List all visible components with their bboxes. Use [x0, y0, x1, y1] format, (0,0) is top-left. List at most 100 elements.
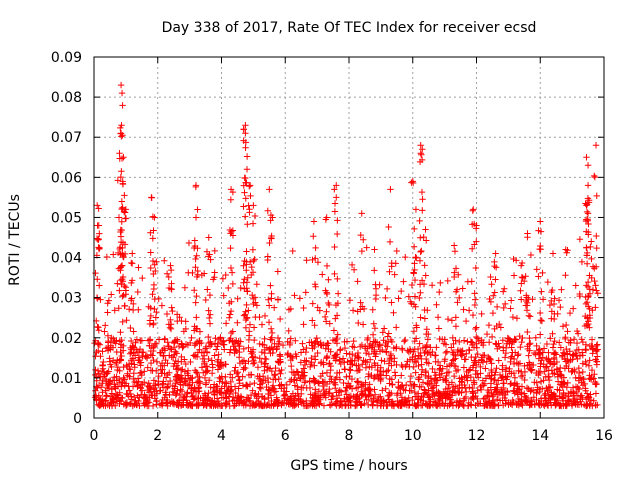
- data-point: [516, 400, 524, 408]
- chart-title: Day 338 of 2017, Rate Of TEC Index for r…: [162, 20, 537, 36]
- data-point: [491, 262, 498, 270]
- data-point: [527, 340, 534, 347]
- x-tick-label: 0: [90, 428, 99, 444]
- data-point: [176, 391, 184, 399]
- data-point: [418, 277, 426, 284]
- data-point: [467, 338, 475, 345]
- data-point: [551, 337, 558, 345]
- data-point: [188, 393, 196, 401]
- data-point: [274, 296, 282, 304]
- data-point: [119, 293, 126, 300]
- data-points: [91, 81, 601, 410]
- x-tick-label: 4: [217, 428, 226, 444]
- data-point: [99, 377, 106, 384]
- data-point: [211, 401, 218, 408]
- data-point: [530, 349, 538, 357]
- data-point: [460, 364, 468, 371]
- data-point: [584, 400, 591, 408]
- data-point: [469, 394, 476, 401]
- data-point: [341, 344, 349, 352]
- data-point: [573, 339, 581, 347]
- data-point: [120, 374, 127, 382]
- data-point: [132, 339, 139, 346]
- data-point: [433, 344, 440, 351]
- data-point: [165, 321, 173, 328]
- data-point: [583, 252, 591, 259]
- data-point: [162, 389, 169, 396]
- data-point: [202, 396, 209, 403]
- data-point: [184, 389, 191, 396]
- data-point: [372, 295, 380, 303]
- data-point: [332, 400, 339, 407]
- data-point: [196, 373, 203, 381]
- data-point: [408, 300, 415, 307]
- data-point: [196, 328, 204, 335]
- data-point: [589, 263, 597, 270]
- data-point: [302, 289, 309, 296]
- data-point: [271, 340, 278, 347]
- data-point: [385, 330, 392, 337]
- data-point: [508, 344, 515, 351]
- data-point: [524, 299, 531, 307]
- data-point: [293, 353, 300, 360]
- data-point: [411, 225, 418, 233]
- data-point: [251, 379, 258, 387]
- data-point: [124, 363, 131, 370]
- data-point: [251, 336, 258, 344]
- data-point: [271, 372, 278, 379]
- data-point: [181, 284, 189, 291]
- data-point: [455, 294, 463, 302]
- data-point: [133, 336, 141, 343]
- data-point: [117, 226, 124, 234]
- y-tick-label: 0.03: [51, 291, 82, 307]
- data-point: [456, 397, 464, 404]
- data-point: [412, 254, 419, 261]
- data-point: [392, 372, 399, 379]
- data-point: [436, 335, 443, 343]
- data-point: [375, 343, 382, 351]
- data-point: [160, 378, 167, 385]
- data-point: [153, 397, 160, 405]
- data-point: [545, 383, 552, 391]
- data-point: [166, 391, 173, 399]
- data-point: [193, 379, 201, 386]
- data-point: [557, 344, 565, 351]
- data-point: [466, 366, 474, 373]
- data-point: [590, 375, 597, 382]
- data-point: [564, 247, 571, 254]
- data-point: [488, 281, 495, 288]
- data-point: [582, 293, 589, 301]
- data-point: [243, 166, 251, 173]
- data-point: [452, 352, 459, 360]
- data-point: [549, 330, 556, 337]
- data-point: [139, 352, 146, 360]
- data-point: [420, 393, 427, 401]
- data-point: [492, 264, 500, 271]
- data-point: [336, 347, 344, 354]
- data-point: [182, 318, 189, 325]
- data-point: [445, 368, 453, 376]
- data-point: [236, 376, 243, 384]
- data-point: [591, 173, 599, 181]
- data-point: [562, 334, 569, 341]
- data-point: [372, 353, 379, 360]
- data-point: [246, 258, 254, 266]
- data-point: [425, 360, 432, 367]
- data-point: [161, 335, 169, 342]
- data-point: [423, 326, 431, 333]
- data-point: [291, 376, 298, 383]
- data-point: [524, 328, 531, 336]
- data-point: [530, 361, 537, 369]
- data-point: [380, 325, 388, 332]
- data-point: [193, 273, 201, 281]
- data-point: [190, 244, 198, 252]
- data-point: [170, 354, 177, 361]
- y-tick-label: 0.01: [51, 371, 82, 387]
- data-point: [250, 324, 258, 331]
- data-point: [394, 400, 401, 408]
- data-point: [485, 321, 493, 329]
- data-point: [136, 402, 143, 410]
- data-point: [528, 367, 535, 374]
- data-point: [419, 379, 427, 386]
- data-point: [492, 276, 499, 283]
